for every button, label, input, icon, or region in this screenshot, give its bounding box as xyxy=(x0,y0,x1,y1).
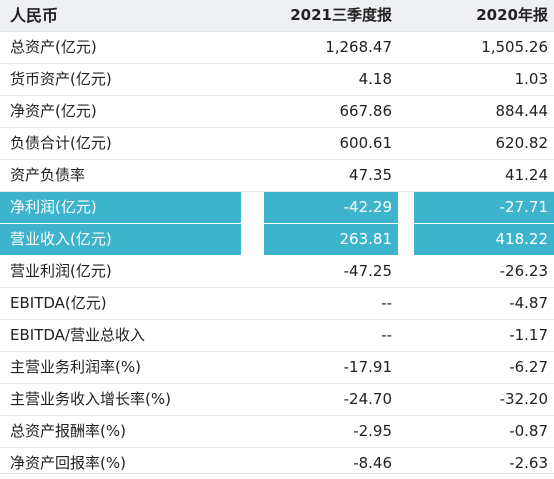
row-label: 净资产(亿元) xyxy=(10,102,97,120)
row-value-2021q3: 600.61 xyxy=(339,134,393,152)
row-value-2021q3: 4.18 xyxy=(358,70,392,88)
row-label: 主营业务收入增长率(%) xyxy=(10,390,171,408)
row-value-2020: -1.17 xyxy=(509,326,548,344)
row-label: 净利润(亿元) xyxy=(0,192,241,223)
row-label: 净资产回报率(%) xyxy=(10,454,126,472)
row-value-2020: -4.87 xyxy=(509,294,548,312)
table-row: 净利润(亿元) -42.29 -27.71 xyxy=(0,192,554,224)
row-value-2020: -32.20 xyxy=(499,390,548,408)
table-row: 净资产(亿元) 667.86 884.44 xyxy=(0,96,554,128)
row-value-2020: -6.27 xyxy=(509,358,548,376)
row-value-2021q3: 667.86 xyxy=(339,102,393,120)
row-label: 营业利润(亿元) xyxy=(10,262,112,280)
table-row: 主营业务利润率(%) -17.91 -6.27 xyxy=(0,352,554,384)
table-row: 货币资产(亿元) 4.18 1.03 xyxy=(0,64,554,96)
row-label: 负债合计(亿元) xyxy=(10,134,112,152)
header-currency: 人民币 xyxy=(10,6,59,25)
row-value-2020: -2.63 xyxy=(509,454,548,472)
row-value-2021q3: -- xyxy=(381,294,392,312)
row-value-2021q3: -42.29 xyxy=(264,192,398,223)
row-value-2020: 620.82 xyxy=(495,134,549,152)
row-label: 货币资产(亿元) xyxy=(10,70,112,88)
row-label: 主营业务利润率(%) xyxy=(10,358,141,376)
table-row: 主营业务收入增长率(%) -24.70 -32.20 xyxy=(0,384,554,416)
table-row: 营业利润(亿元) -47.25 -26.23 xyxy=(0,256,554,288)
row-value-2020: 41.24 xyxy=(505,166,548,184)
row-value-2020: -0.87 xyxy=(509,422,548,440)
row-value-2021q3: -2.95 xyxy=(353,422,392,440)
table-row: 总资产报酬率(%) -2.95 -0.87 xyxy=(0,416,554,448)
row-value-2021q3: 1,268.47 xyxy=(325,38,392,56)
row-value-2021q3: -8.46 xyxy=(353,454,392,472)
header-col-2021q3: 2021三季度报 xyxy=(290,6,392,24)
row-label: 总资产报酬率(%) xyxy=(10,422,126,440)
row-label: 总资产(亿元) xyxy=(10,38,97,56)
table-row: 净资产回报率(%) -8.46 -2.63 xyxy=(0,448,554,474)
row-value-2020: -26.23 xyxy=(499,262,548,280)
row-value-2020: 884.44 xyxy=(495,102,549,120)
table-row: EBITDA(亿元) -- -4.87 xyxy=(0,288,554,320)
row-value-2021q3: 47.35 xyxy=(349,166,392,184)
row-value-2020: -27.71 xyxy=(414,192,554,223)
row-label: EBITDA/营业总收入 xyxy=(10,326,145,344)
header-col-2020: 2020年报 xyxy=(476,6,548,24)
table-row: 资产负债率 47.35 41.24 xyxy=(0,160,554,192)
row-label: 资产负债率 xyxy=(10,166,86,184)
row-value-2020: 1,505.26 xyxy=(481,38,548,56)
row-label: EBITDA(亿元) xyxy=(10,294,107,312)
row-value-2020: 1.03 xyxy=(514,70,548,88)
row-value-2021q3: 263.81 xyxy=(264,224,398,255)
row-value-2021q3: -17.91 xyxy=(343,358,392,376)
table-row: EBITDA/营业总收入 -- -1.17 xyxy=(0,320,554,352)
table-row: 总资产(亿元) 1,268.47 1,505.26 xyxy=(0,32,554,64)
table-row: 营业收入(亿元) 263.81 418.22 xyxy=(0,224,554,256)
row-label: 营业收入(亿元) xyxy=(0,224,241,255)
table-header-row: 人民币 2021三季度报 2020年报 xyxy=(0,0,554,32)
row-value-2020: 418.22 xyxy=(414,224,554,255)
row-value-2021q3: -- xyxy=(381,326,392,344)
table-row: 负债合计(亿元) 600.61 620.82 xyxy=(0,128,554,160)
row-value-2021q3: -24.70 xyxy=(343,390,392,408)
row-value-2021q3: -47.25 xyxy=(343,262,392,280)
